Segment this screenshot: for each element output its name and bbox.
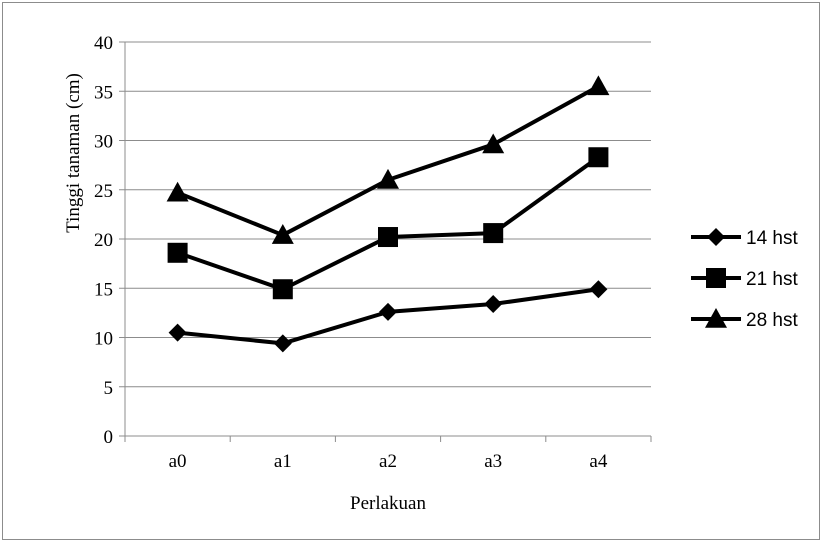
y-tick-label: 0 bbox=[104, 427, 114, 448]
y-tick-label: 10 bbox=[94, 329, 113, 350]
y-tick-label: 5 bbox=[104, 378, 114, 399]
series-line bbox=[176, 84, 600, 238]
y-tick-label: 30 bbox=[94, 132, 113, 153]
x-axis-label: Perlakuan bbox=[350, 493, 426, 514]
x-tick-label: a1 bbox=[274, 451, 292, 472]
y-tick-label: 20 bbox=[94, 230, 113, 251]
y-tick-label: 25 bbox=[94, 181, 113, 202]
data-point bbox=[484, 295, 503, 314]
data-point bbox=[378, 227, 398, 248]
data-point bbox=[587, 75, 610, 96]
data-point bbox=[589, 280, 608, 299]
data-point bbox=[166, 181, 189, 202]
legend-item: 14 hst bbox=[691, 228, 798, 249]
legend: 14 hst 21 hst 28 hst bbox=[691, 228, 798, 331]
legend-marker bbox=[706, 268, 726, 288]
legend-label: 21 hst bbox=[746, 269, 798, 290]
legend-marker bbox=[707, 228, 725, 246]
legend-label: 28 hst bbox=[746, 310, 798, 331]
data-point bbox=[379, 302, 397, 321]
legend-item: 28 hst bbox=[691, 308, 798, 331]
legend-item: 21 hst bbox=[691, 268, 798, 290]
data-point bbox=[271, 224, 294, 244]
line-chart: 0 5 10 15 20 25 30 35 40 a0 a1 a2 a3 a4 14 hst 21 hst 2… bbox=[63, 33, 798, 514]
series-14-hst bbox=[168, 280, 608, 353]
data-point bbox=[588, 147, 609, 168]
data-point bbox=[167, 242, 188, 263]
series-lines bbox=[166, 75, 610, 353]
x-tick-label: a3 bbox=[484, 451, 502, 472]
data-point bbox=[168, 323, 187, 342]
y-tick-label: 15 bbox=[94, 279, 113, 300]
y-tick-label: 40 bbox=[94, 33, 113, 54]
data-point bbox=[483, 223, 504, 244]
y-axis-label: Tinggi tanaman (cm) bbox=[63, 73, 84, 233]
data-point bbox=[482, 133, 505, 154]
x-tick-label: a0 bbox=[169, 451, 187, 472]
legend-marker bbox=[705, 308, 727, 328]
data-point bbox=[272, 279, 293, 300]
data-point bbox=[273, 334, 292, 353]
legend-label: 14 hst bbox=[746, 228, 798, 249]
x-tick-label: a2 bbox=[379, 451, 397, 472]
series-28-hst bbox=[166, 75, 610, 244]
y-tick-label: 35 bbox=[94, 82, 113, 103]
series-21-hst bbox=[167, 147, 609, 300]
x-tick-label: a4 bbox=[589, 451, 607, 472]
data-point bbox=[377, 168, 399, 189]
axes: 0 5 10 15 20 25 30 35 40 a0 a1 a2 a3 a4 bbox=[94, 33, 652, 472]
